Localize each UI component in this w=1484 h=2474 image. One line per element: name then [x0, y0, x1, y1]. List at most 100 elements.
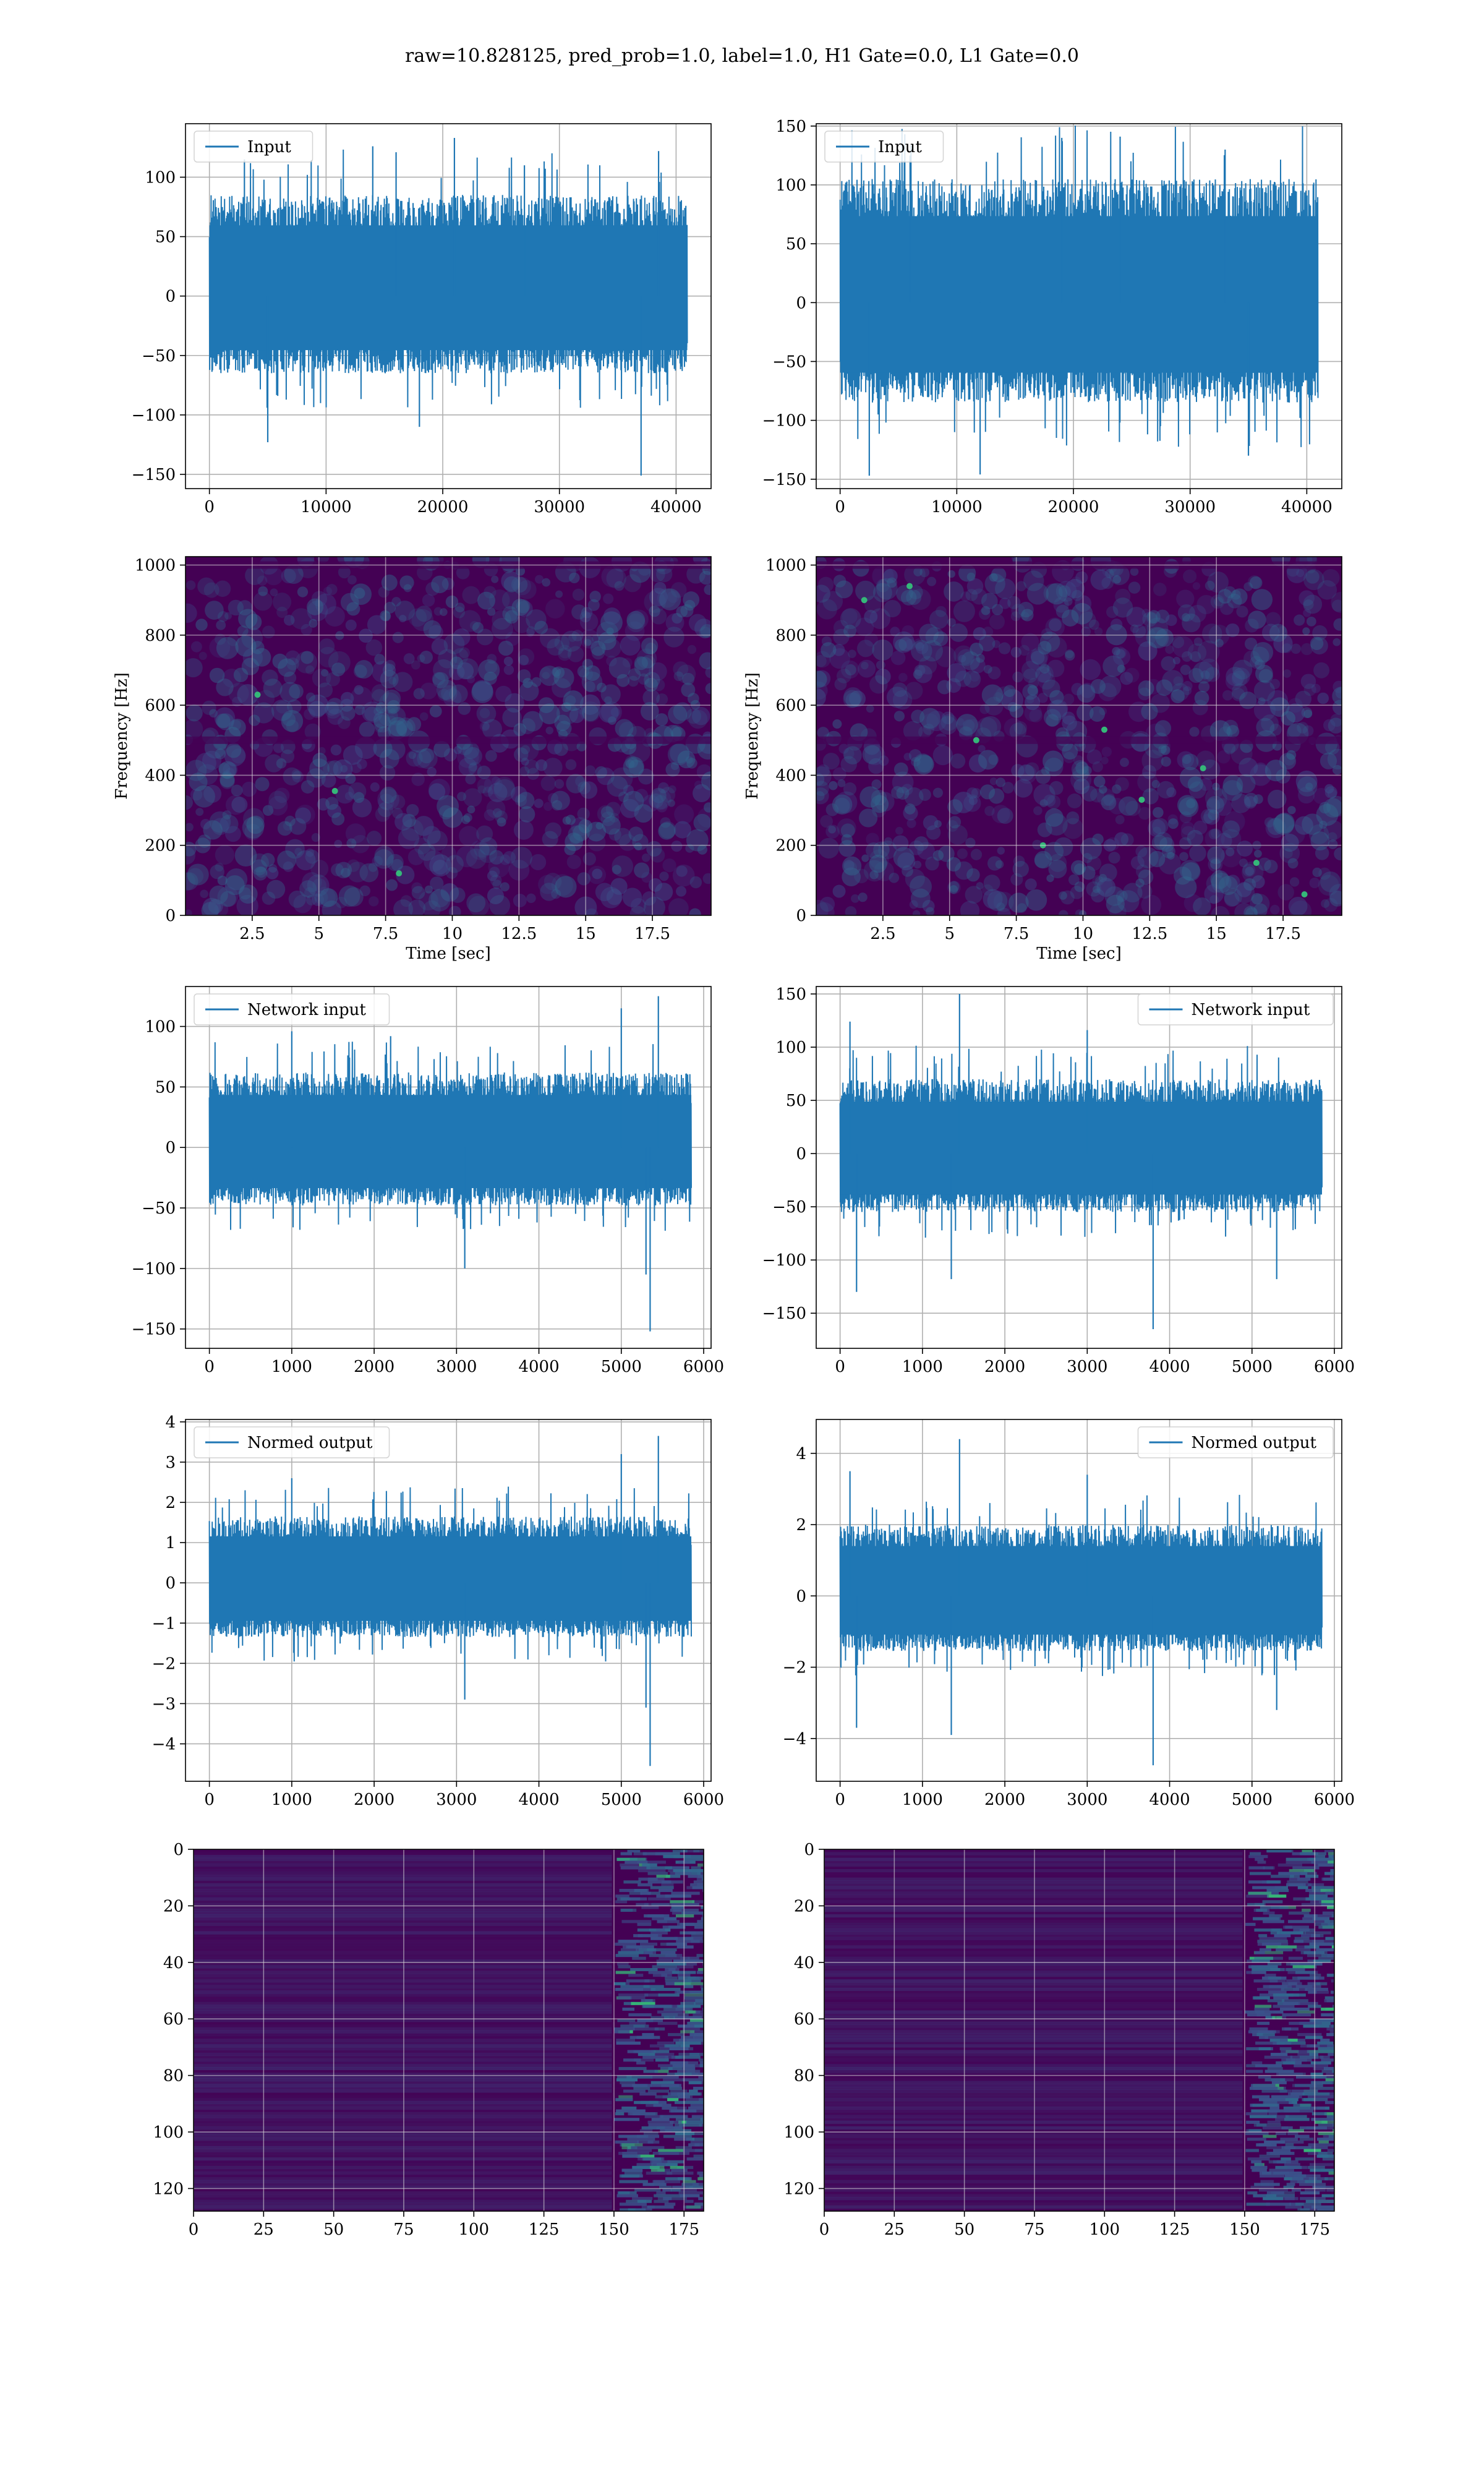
heatmap-cell: [1204, 884, 1224, 904]
feature-activation: [636, 1903, 649, 1906]
feature-activation: [674, 2100, 704, 2104]
heatmap-background: [186, 557, 711, 915]
heatmap-cell: [278, 658, 297, 677]
heatmap-cell: [351, 762, 362, 774]
heatmap-cell: [224, 875, 245, 896]
heatmap-cell: [896, 786, 910, 800]
feature-activation: [1300, 2044, 1314, 2048]
feature-activation: [654, 2070, 669, 2073]
feature-activation: [1251, 1971, 1266, 1974]
heatmap-cell: [970, 671, 980, 682]
feature-activation: [1286, 1883, 1306, 1886]
feature-activation: [1260, 1906, 1289, 1909]
heatmap-cell: [225, 868, 248, 891]
heatmap-cell: [186, 760, 207, 781]
feature-activation: [636, 2163, 653, 2167]
heatmap-cell: [215, 633, 226, 645]
legend-label: Input: [878, 138, 922, 156]
heatmap-cell: [579, 629, 600, 649]
heatmap-cell: [606, 655, 617, 667]
y-tick-label: 1: [165, 1534, 176, 1552]
heatmap-cell: [1132, 624, 1146, 638]
feature-row: [194, 1948, 612, 1952]
heatmap-cell: [689, 908, 701, 915]
heatmap-cell: [1098, 874, 1107, 883]
x-tick-label: 4000: [1149, 1358, 1190, 1376]
heatmap-cell: [310, 859, 329, 878]
heatmap-cell: [1179, 797, 1199, 817]
feature-activation: [652, 2180, 665, 2183]
feature-row: [824, 2134, 1243, 2138]
feature-activation: [1318, 2123, 1334, 2127]
heatmap-cell: [705, 683, 711, 695]
feature-activation: [1325, 1937, 1334, 1940]
heatmap-cell: [1146, 612, 1158, 624]
heatmap-cell: [340, 593, 359, 612]
heatmap-cell: [893, 631, 915, 653]
heatmap-cell: [845, 692, 861, 708]
heatmap-cell: [634, 862, 650, 878]
heatmap-cell: [625, 621, 645, 641]
feature-row: [824, 2001, 1243, 2005]
feature-activation: [1292, 1965, 1315, 1969]
heatmap-cell: [241, 657, 260, 675]
feature-activation: [1295, 2157, 1314, 2161]
heatmap-cell: [462, 742, 480, 760]
heatmap-cell: [433, 741, 450, 758]
heatmap-cell: [1098, 785, 1107, 794]
heatmap-cell: [1020, 612, 1030, 620]
heatmap-cell: [1226, 623, 1240, 638]
legend-label: Network input: [247, 1001, 366, 1019]
heatmap-cell: [1058, 585, 1071, 598]
heatmap-cell: [1313, 662, 1329, 678]
feature-activation: [658, 2064, 681, 2068]
heatmap-cell: [540, 667, 552, 679]
feature-activation: [650, 2050, 670, 2053]
feature-activation: [1303, 2024, 1329, 2028]
heatmap-cell: [595, 822, 603, 830]
feature-activation: [1261, 1942, 1282, 1946]
feature-activation: [642, 2033, 654, 2037]
feature-row: [824, 2044, 1243, 2048]
feature-activation: [681, 2149, 702, 2152]
feature-activation: [1257, 2030, 1276, 2034]
heatmap-cell: [380, 786, 397, 803]
heatmap-cell: [403, 653, 415, 664]
heatmap-cell: [383, 689, 401, 708]
heatmap-cell: [1302, 725, 1314, 737]
heatmap-cell: [402, 813, 416, 828]
heatmap-cell: [227, 634, 239, 646]
heatmap-cell: [327, 760, 343, 776]
heatmap-cell: [1310, 637, 1328, 655]
heatmap-cell: [1077, 684, 1096, 703]
feature-activation: [1297, 1877, 1310, 1881]
heatmap-cell: [392, 631, 404, 643]
heatmap-cell: [656, 801, 668, 813]
heatmap-cell: [1179, 837, 1192, 850]
feature-row: [824, 1999, 1243, 2003]
heatmap-cell: [354, 685, 364, 695]
axes-frame: [185, 986, 712, 1349]
heatmap-cell: [692, 706, 710, 726]
heatmap-cell: [904, 803, 916, 815]
feature-activation: [615, 1900, 628, 1904]
heatmap-cell: [1282, 643, 1292, 653]
heatmap-cell: [482, 786, 493, 797]
heatmap-cell: [224, 745, 246, 767]
feature-activation: [644, 1903, 670, 1906]
heatmap-cell: [386, 879, 398, 891]
heatmap-cell: [1101, 756, 1109, 764]
heatmap-cell: [517, 792, 535, 810]
heatmap-cell: [350, 583, 372, 606]
heatmap-cell: [1231, 683, 1248, 700]
feature-row: [194, 2165, 612, 2169]
y-tick-label: 50: [786, 1092, 806, 1110]
feature-activation: [630, 1967, 658, 1972]
heatmap-cell: [1075, 571, 1088, 584]
heatmap-cell: [517, 648, 535, 666]
feature-activation: [1252, 2095, 1270, 2099]
x-tick-label: 0: [835, 1791, 845, 1809]
axes-frame: [193, 1849, 704, 2212]
heatmap-cell: [521, 745, 531, 755]
heatmap-cell: [603, 593, 614, 604]
